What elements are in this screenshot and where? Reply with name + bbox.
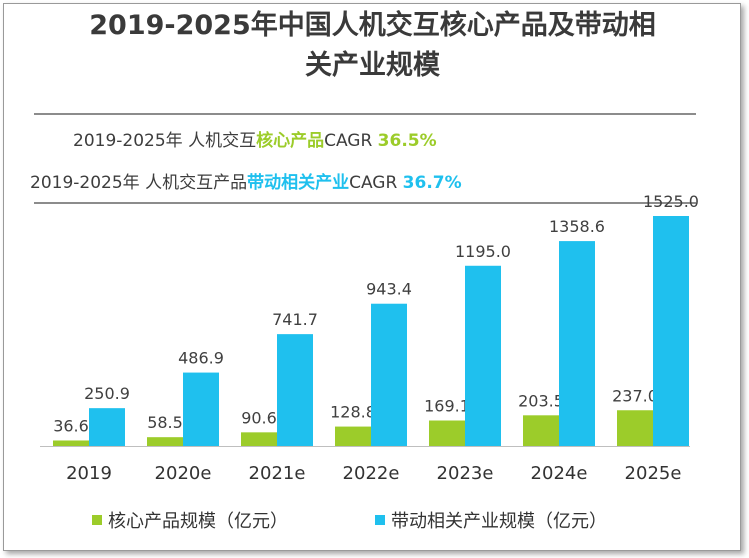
x-tick-label-2025e: 2025e [625, 463, 682, 484]
bar-related-2025e [653, 216, 689, 446]
data-label-related-2021e: 741.7 [272, 310, 318, 329]
cagr-related-note: 2019-2025年 人机交互产品带动相关产业CAGR 36.7% [30, 168, 462, 193]
chart-title-line-1: 2019-2025年中国人机交互核心产品及带动相 [89, 10, 656, 41]
chart-frame [3, 3, 741, 551]
data-label-related-2019: 250.9 [84, 384, 130, 403]
data-label-core-2020e: 58.5 [147, 413, 183, 432]
chart-title: 2019-2025年中国人机交互核心产品及带动相 关产业规模 [0, 6, 745, 86]
data-label-core-2022e: 128.8 [330, 403, 376, 422]
bar-core-2022e [335, 426, 371, 446]
data-label-core-2025e: 237.0 [612, 386, 658, 405]
x-tick-label-2021e: 2021e [249, 463, 306, 484]
data-label-core-2019: 36.6 [53, 416, 89, 435]
data-label-related-2023e: 1195.0 [455, 242, 511, 261]
bar-core-2021e [241, 432, 277, 446]
bar-related-2021e [277, 334, 313, 446]
cagr-related-prefix: 2019-2025年 人机交互产品 [30, 173, 248, 193]
bar-related-2023e [465, 265, 501, 446]
x-tick-label-2019: 2019 [66, 463, 112, 484]
bar-related-2024e [559, 241, 595, 446]
bar-core-2023e [429, 420, 465, 446]
bar-related-2020e [183, 372, 219, 446]
legend-core-swatch [92, 515, 102, 525]
bar-related-2022e [371, 303, 407, 446]
x-tick-label-2023e: 2023e [437, 463, 494, 484]
legend-related-label: 带动相关产业规模（亿元） [391, 511, 607, 532]
cagr-core-highlight: 核心产品 [256, 131, 325, 151]
bar-core-2019 [53, 440, 89, 446]
cagr-core-label: CAGR [324, 131, 373, 151]
data-label-related-2025e: 1525.0 [643, 192, 699, 211]
chart-title-line-2: 关产业规模 [305, 50, 440, 81]
legend-core: 核心产品规模（亿元） [92, 507, 288, 533]
bar-core-2025e [617, 410, 653, 446]
cagr-related-label: CAGR [349, 173, 398, 193]
top-divider [34, 113, 696, 115]
legend-related-swatch [375, 515, 385, 525]
data-label-core-2021e: 90.6 [241, 408, 277, 427]
bottom-divider [34, 202, 696, 204]
bar-related-2019 [89, 408, 125, 446]
data-label-related-2024e: 1358.6 [549, 217, 605, 236]
bar-core-2020e [147, 437, 183, 446]
cagr-related-value: 36.7% [402, 173, 462, 193]
x-tick-label-2020e: 2020e [155, 463, 212, 484]
bar-core-2024e [523, 415, 559, 446]
data-label-related-2022e: 943.4 [366, 280, 412, 299]
data-label-core-2024e: 203.5 [518, 391, 564, 410]
cagr-core-value: 36.5% [377, 131, 437, 151]
legend-core-label: 核心产品规模（亿元） [108, 511, 288, 532]
x-tick-label-2024e: 2024e [531, 463, 588, 484]
data-label-core-2023e: 169.1 [424, 396, 470, 415]
cagr-related-highlight: 带动相关产业 [247, 173, 350, 193]
x-tick-label-2022e: 2022e [343, 463, 400, 484]
cagr-core-note: 2019-2025年 人机交互核心产品CAGR 36.5% [73, 126, 437, 151]
data-label-related-2020e: 486.9 [178, 349, 224, 368]
legend-related: 带动相关产业规模（亿元） [375, 507, 607, 533]
cagr-core-prefix: 2019-2025年 人机交互 [73, 131, 257, 151]
